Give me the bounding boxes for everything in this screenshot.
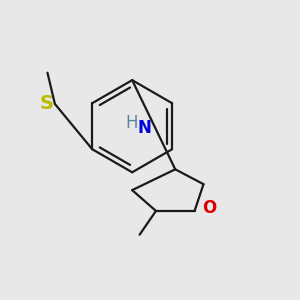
Text: S: S [40, 94, 54, 113]
Text: H: H [125, 114, 138, 132]
Text: N: N [138, 119, 152, 137]
Text: O: O [202, 199, 216, 217]
